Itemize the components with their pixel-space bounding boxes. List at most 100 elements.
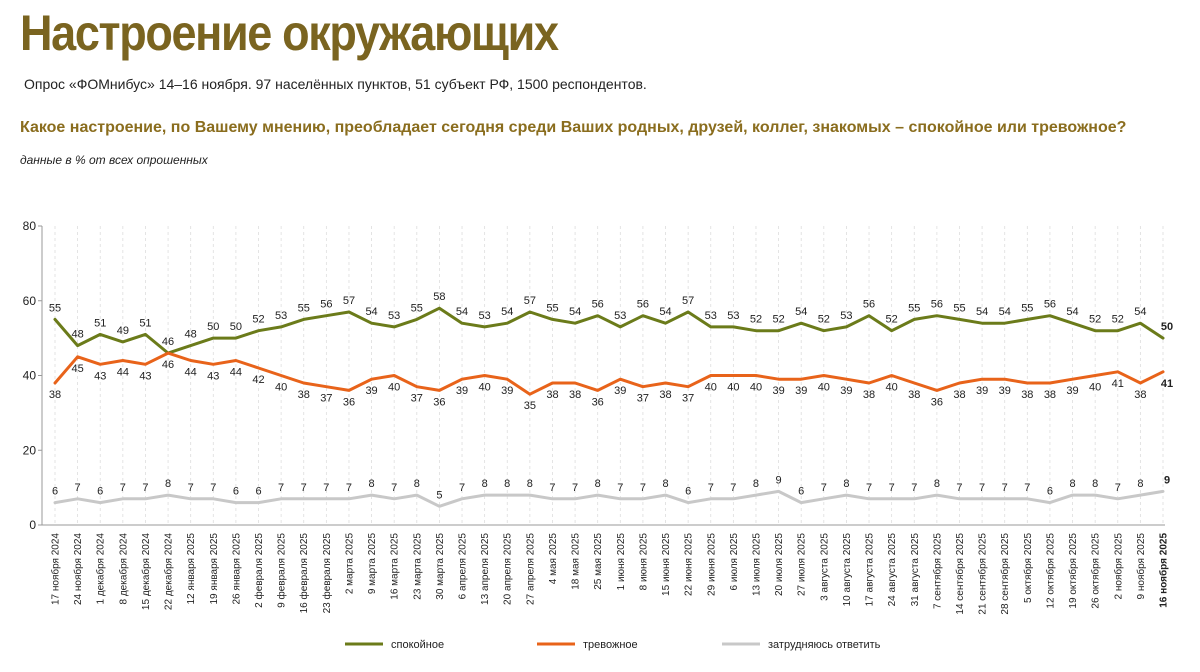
x-tick-label: 9 марта 2025: [367, 533, 378, 595]
data-label: 52: [886, 314, 898, 326]
data-label: 8: [414, 478, 420, 490]
data-label: 57: [343, 295, 355, 307]
data-label: 38: [1134, 389, 1146, 401]
x-tick-label: 13 июля 2025: [751, 533, 762, 596]
data-label: 46: [162, 336, 174, 348]
x-tick-label: 22 декабря 2024: [163, 533, 175, 611]
x-tick-label: 15 июня 2025: [661, 533, 672, 596]
x-tick-label: 12 октября 2025: [1044, 533, 1056, 609]
data-label: 50: [207, 321, 219, 333]
data-label: 55: [908, 302, 920, 314]
data-label: 7: [459, 482, 465, 494]
x-tick-label: 9 ноября 2025: [1135, 533, 1147, 600]
data-label: 56: [863, 299, 875, 311]
data-label: 56: [637, 299, 649, 311]
data-label: 54: [659, 306, 671, 318]
data-label: 43: [207, 370, 219, 382]
data-label: 8: [527, 478, 533, 490]
data-label: 52: [818, 314, 830, 326]
data-label: 48: [71, 329, 83, 341]
data-label: 53: [388, 310, 400, 322]
data-label: 36: [931, 396, 943, 408]
y-tick-label: 20: [23, 443, 37, 457]
data-label: 58: [433, 291, 445, 303]
x-tick-label: 8 июня 2025: [638, 533, 649, 591]
data-label: 55: [49, 302, 61, 314]
x-tick-label: 10 августа 2025: [842, 533, 853, 607]
x-tick-label: 2 марта 2025: [344, 533, 355, 595]
data-label: 56: [592, 299, 604, 311]
data-label: 56: [320, 299, 332, 311]
data-label: 7: [979, 482, 985, 494]
data-label: 39: [840, 385, 852, 397]
data-label: 46: [162, 359, 174, 371]
data-label: 52: [750, 314, 762, 326]
x-tick-label: 23 марта 2025: [412, 533, 423, 600]
legend-label: тревожное: [583, 639, 638, 651]
data-label: 39: [999, 385, 1011, 397]
data-label: 45: [71, 363, 83, 375]
data-label: 40: [886, 382, 898, 394]
x-tick-label: 12 января 2025: [186, 533, 197, 605]
data-label: 37: [637, 393, 649, 405]
data-label: 51: [94, 317, 106, 329]
x-tick-label: 27 июля 2025: [797, 533, 808, 596]
data-label: 8: [1069, 478, 1075, 490]
data-label: 9: [776, 474, 782, 486]
data-label: 52: [252, 314, 264, 326]
data-label: 7: [640, 482, 646, 494]
data-label: 7: [617, 482, 623, 494]
data-label: 36: [343, 396, 355, 408]
data-label: 37: [411, 393, 423, 405]
x-tick-label: 6 апреля 2025: [458, 533, 469, 600]
data-label: 41: [1161, 378, 1173, 390]
data-label: 48: [185, 329, 197, 341]
x-tick-label: 1 июня 2025: [616, 533, 627, 591]
x-tick-label: 22 июня 2025: [684, 533, 695, 596]
x-tick-label: 2 февраля 2025: [253, 533, 265, 608]
x-tick-label: 14 сентября 2025: [954, 533, 966, 615]
chart-title: Настроение окружающих: [20, 5, 559, 61]
data-label: 6: [685, 486, 691, 498]
x-tick-label: 26 октября 2025: [1090, 533, 1102, 609]
data-label: 55: [411, 302, 423, 314]
data-label: 38: [298, 389, 310, 401]
data-label: 39: [614, 385, 626, 397]
data-label: 7: [889, 482, 895, 494]
data-label: 8: [662, 478, 668, 490]
data-label: 39: [456, 385, 468, 397]
data-label: 7: [301, 482, 307, 494]
data-label: 9: [1164, 474, 1170, 486]
data-label: 38: [1044, 389, 1056, 401]
x-tick-label: 18 мая 2025: [571, 533, 582, 590]
x-tick-label: 9 февраля 2025: [276, 533, 288, 608]
x-tick-label: 24 августа 2025: [887, 533, 898, 607]
data-label: 52: [772, 314, 784, 326]
data-label: 37: [320, 393, 332, 405]
x-tick-label: 5 октября 2025: [1022, 533, 1034, 603]
x-tick-label: 27 апреля 2025: [525, 533, 536, 605]
data-label: 55: [298, 302, 310, 314]
data-label: 54: [456, 306, 468, 318]
x-tick-label: 7 сентября 2025: [931, 533, 943, 609]
data-label: 7: [142, 482, 148, 494]
data-label: 38: [546, 389, 558, 401]
data-label: 35: [524, 400, 536, 412]
data-label: 57: [682, 295, 694, 307]
data-label: 8: [504, 478, 510, 490]
data-label: 38: [908, 389, 920, 401]
data-label: 50: [230, 321, 242, 333]
data-label: 7: [120, 482, 126, 494]
y-tick-label: 40: [23, 369, 37, 383]
data-label: 7: [730, 482, 736, 494]
data-label: 39: [772, 385, 784, 397]
x-tick-label: 19 октября 2025: [1067, 533, 1079, 609]
x-tick-label: 21 сентября 2025: [977, 533, 989, 615]
x-tick-label: 23 февраля 2025: [321, 533, 333, 614]
data-label: 51: [139, 317, 151, 329]
data-label: 56: [1044, 299, 1056, 311]
x-tick-label: 26 января 2025: [231, 533, 242, 605]
x-tick-label: 28 сентября 2025: [999, 533, 1011, 615]
data-label: 42: [252, 374, 264, 386]
data-label: 40: [818, 382, 830, 394]
